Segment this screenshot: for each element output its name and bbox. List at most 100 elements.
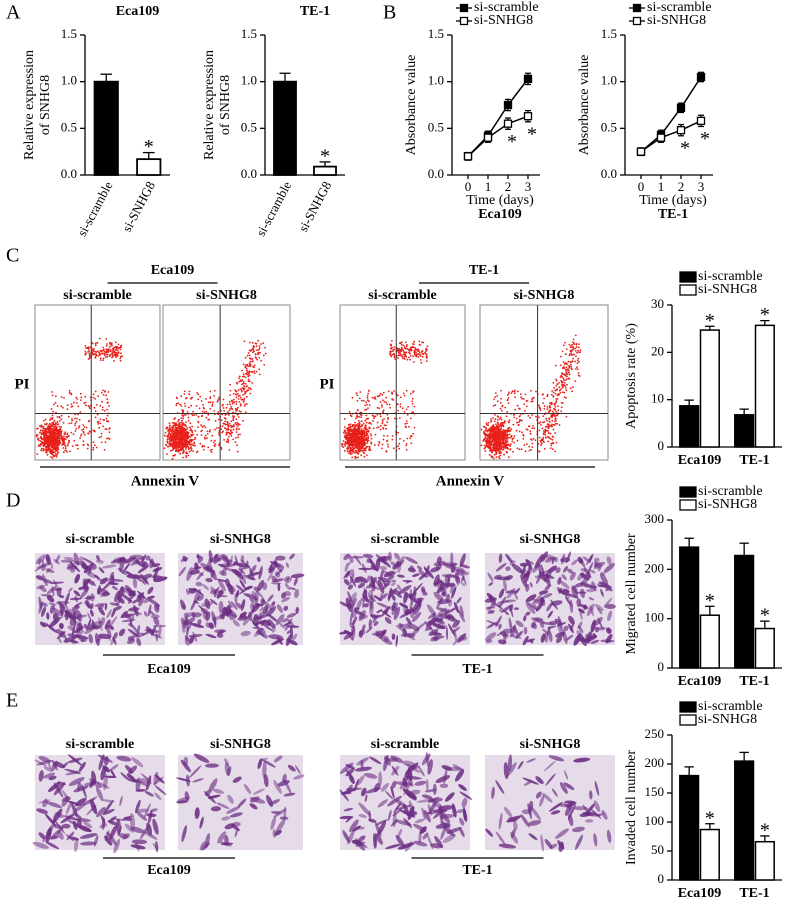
event-dot xyxy=(553,403,555,405)
event-dot xyxy=(119,358,121,360)
event-dot xyxy=(544,434,546,436)
event-dot xyxy=(171,437,173,439)
event-dot xyxy=(367,433,369,435)
event-dot xyxy=(359,450,361,452)
event-dot xyxy=(553,429,555,431)
event-dot xyxy=(227,438,229,440)
event-dot xyxy=(49,430,51,432)
event-dot xyxy=(385,402,387,404)
event-dot xyxy=(106,418,108,420)
y-tick-label: 0.5 xyxy=(428,119,444,134)
event-dot xyxy=(238,381,240,383)
event-dot xyxy=(247,355,249,357)
x-tick-label: 1 xyxy=(485,179,492,194)
event-dot xyxy=(182,457,184,459)
event-dot xyxy=(577,362,579,364)
event-dot xyxy=(526,406,528,408)
event-dot xyxy=(209,391,211,393)
event-dot xyxy=(55,428,57,430)
event-dot xyxy=(386,441,388,443)
event-dot xyxy=(84,351,86,353)
event-dot xyxy=(507,399,509,401)
event-dot xyxy=(173,439,175,441)
event-dot xyxy=(554,432,556,434)
event-dot xyxy=(249,362,251,364)
event-dot xyxy=(529,417,531,419)
event-dot xyxy=(255,354,257,356)
event-dot xyxy=(358,424,360,426)
event-dot xyxy=(392,435,394,437)
event-dot xyxy=(171,444,173,446)
event-dot xyxy=(380,393,382,395)
event-dot xyxy=(243,373,245,375)
event-dot xyxy=(541,440,543,442)
event-dot xyxy=(52,415,54,417)
event-dot xyxy=(239,376,241,378)
event-dot xyxy=(553,408,555,410)
event-dot xyxy=(213,395,215,397)
event-dot xyxy=(185,430,187,432)
event-dot xyxy=(265,353,267,355)
event-dot xyxy=(545,426,547,428)
event-dot xyxy=(551,404,553,406)
event-dot xyxy=(106,345,108,347)
event-dot xyxy=(184,403,186,405)
event-dot xyxy=(51,446,53,448)
event-dot xyxy=(113,347,115,349)
event-dot xyxy=(240,397,242,399)
event-dot xyxy=(490,418,492,420)
event-dot xyxy=(46,435,48,437)
event-dot xyxy=(253,370,255,372)
event-dot xyxy=(206,417,208,419)
event-dot xyxy=(493,434,495,436)
event-dot xyxy=(100,359,102,361)
y-axis-label: Apoptosis rate (%) xyxy=(624,323,639,429)
x-tick-label: 1 xyxy=(658,179,665,194)
bar xyxy=(680,406,699,447)
event-dot xyxy=(501,439,503,441)
event-dot xyxy=(578,346,580,348)
event-dot xyxy=(572,360,574,362)
event-dot xyxy=(503,454,505,456)
event-dot xyxy=(44,441,46,443)
x-tick-label: 0 xyxy=(638,179,645,194)
event-dot xyxy=(344,426,346,428)
event-dot xyxy=(499,434,501,436)
event-dot xyxy=(393,390,395,392)
event-dot xyxy=(169,425,171,427)
event-dot xyxy=(61,418,63,420)
event-dot xyxy=(572,386,574,388)
event-dot xyxy=(48,435,50,437)
event-dot xyxy=(58,441,60,443)
event-dot xyxy=(181,420,183,422)
event-dot xyxy=(78,425,80,427)
event-dot xyxy=(186,397,188,399)
event-dot xyxy=(519,416,521,418)
event-dot xyxy=(188,420,190,422)
event-dot xyxy=(542,437,544,439)
event-dot xyxy=(367,438,369,440)
event-dot xyxy=(229,433,231,435)
event-dot xyxy=(514,390,516,392)
event-dot xyxy=(562,391,564,393)
event-dot xyxy=(363,452,365,454)
event-dot xyxy=(169,433,171,435)
point xyxy=(698,117,705,124)
event-dot xyxy=(53,423,55,425)
event-dot xyxy=(259,347,261,349)
event-dot xyxy=(545,437,547,439)
event-dot xyxy=(201,415,203,417)
event-dot xyxy=(209,429,211,431)
event-dot xyxy=(228,414,230,416)
event-dot xyxy=(494,431,496,433)
event-dot xyxy=(257,354,259,356)
event-dot xyxy=(555,411,557,413)
event-dot xyxy=(182,411,184,413)
event-dot xyxy=(550,445,552,447)
event-dot xyxy=(410,355,412,357)
event-dot xyxy=(504,442,506,444)
event-dot xyxy=(50,456,52,458)
event-dot xyxy=(180,426,182,428)
event-dot xyxy=(68,416,70,418)
event-dot xyxy=(501,449,503,451)
